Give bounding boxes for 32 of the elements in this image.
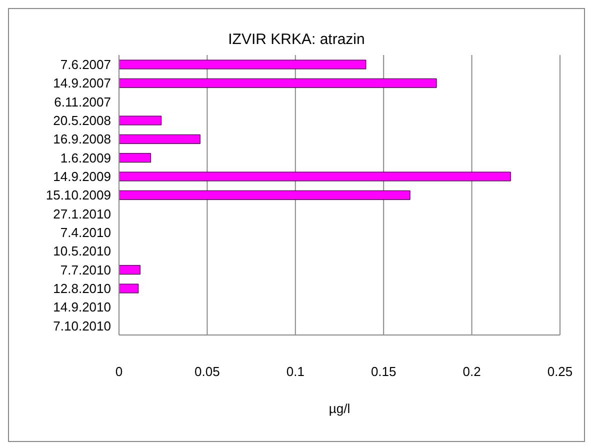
bar [119,153,151,163]
bar [119,284,139,294]
bar [119,172,511,182]
y-tick-label: 10.5.2010 [53,244,111,259]
x-tick-label: 0.05 [194,364,220,380]
y-tick-label: 16.9.2008 [53,132,111,147]
y-tick-label: 7.6.2007 [60,56,111,72]
y-tick-label: 1.6.2009 [60,150,111,166]
y-tick-label: 7.4.2010 [60,224,111,240]
bar [119,78,437,88]
y-tick-label: 27.1.2010 [53,206,111,222]
x-tick-label: 0.1 [286,364,304,380]
x-tick-label: 0.2 [462,364,481,380]
chart-title: IZVIR KRKA: atrazin [227,31,366,50]
y-tick-label: 12.8.2010 [53,280,111,296]
y-tick-label: 7.7.2010 [60,262,111,278]
y-tick-label: 7.10.2010 [53,318,111,334]
y-tick-label: 14.9.2010 [53,300,111,315]
y-tick-label: 20.5.2008 [53,112,111,128]
x-tick-label: 0.15 [370,364,396,380]
y-tick-label: 14.9.2009 [53,168,111,184]
x-tick-label: 0 [115,364,123,380]
bar [119,60,366,70]
y-tick-label: 6.11.2007 [54,94,111,110]
y-tick-label: 15.10.2009 [46,188,111,203]
bar [119,190,410,200]
bar [119,265,140,275]
bar [119,116,162,126]
y-tick-label: 14.9.2007 [53,76,111,91]
bar [119,134,200,144]
x-tick-label: 0.25 [547,364,573,380]
x-axis-title: µg/l [328,401,350,416]
